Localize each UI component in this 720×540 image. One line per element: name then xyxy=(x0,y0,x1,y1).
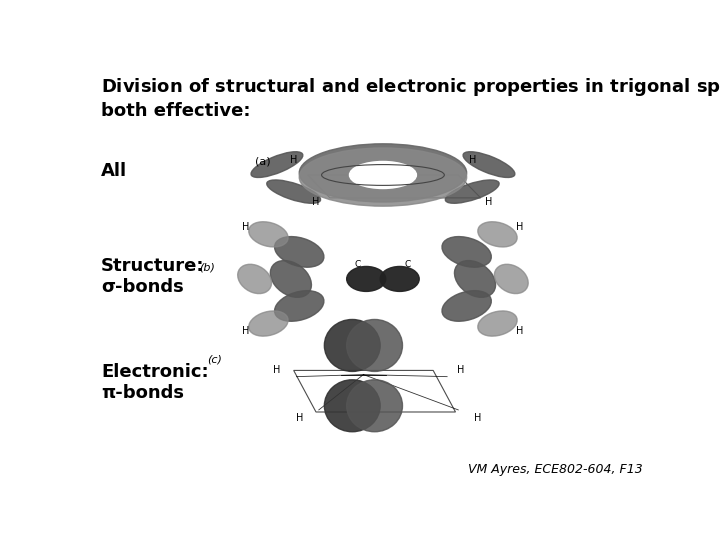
Ellipse shape xyxy=(248,222,288,247)
Text: H: H xyxy=(290,156,297,165)
Ellipse shape xyxy=(324,320,380,372)
Ellipse shape xyxy=(478,222,517,247)
Text: H: H xyxy=(516,222,523,232)
Ellipse shape xyxy=(380,266,419,292)
Ellipse shape xyxy=(266,180,320,203)
Text: Structure:
σ-bonds: Structure: σ-bonds xyxy=(101,258,204,296)
Text: C: C xyxy=(405,260,411,269)
Ellipse shape xyxy=(442,291,491,321)
Ellipse shape xyxy=(251,152,303,178)
Ellipse shape xyxy=(248,311,288,336)
Text: (b): (b) xyxy=(199,262,215,273)
Text: C: C xyxy=(355,260,361,269)
Text: H: H xyxy=(274,366,281,375)
Ellipse shape xyxy=(347,320,402,372)
Text: Division of structural and electronic properties in trigonal sp$^2$ makes
both e: Division of structural and electronic pr… xyxy=(101,75,720,120)
Ellipse shape xyxy=(347,380,402,432)
Text: H: H xyxy=(296,413,303,423)
Ellipse shape xyxy=(346,266,386,292)
Text: Electronic:
π-bonds: Electronic: π-bonds xyxy=(101,363,209,402)
Ellipse shape xyxy=(300,144,467,202)
Ellipse shape xyxy=(270,260,312,298)
Ellipse shape xyxy=(478,311,517,336)
Ellipse shape xyxy=(349,161,416,188)
Text: H: H xyxy=(457,366,464,375)
Text: H: H xyxy=(474,413,482,423)
Ellipse shape xyxy=(274,291,324,321)
Text: H: H xyxy=(243,326,250,336)
Text: All: All xyxy=(101,162,127,180)
Ellipse shape xyxy=(445,180,499,203)
Ellipse shape xyxy=(238,264,271,294)
Ellipse shape xyxy=(454,260,495,298)
Ellipse shape xyxy=(274,237,324,267)
Text: (c): (c) xyxy=(207,354,222,364)
Ellipse shape xyxy=(495,264,528,294)
Ellipse shape xyxy=(324,380,380,432)
Text: H: H xyxy=(485,197,492,207)
Text: H: H xyxy=(312,197,320,207)
Ellipse shape xyxy=(463,152,515,178)
Text: H: H xyxy=(516,326,523,336)
Text: (a): (a) xyxy=(255,157,270,167)
Text: VM Ayres, ECE802-604, F13: VM Ayres, ECE802-604, F13 xyxy=(468,463,642,476)
Text: H: H xyxy=(469,156,476,165)
Text: H: H xyxy=(243,222,250,232)
Ellipse shape xyxy=(300,148,467,206)
Ellipse shape xyxy=(442,237,491,267)
